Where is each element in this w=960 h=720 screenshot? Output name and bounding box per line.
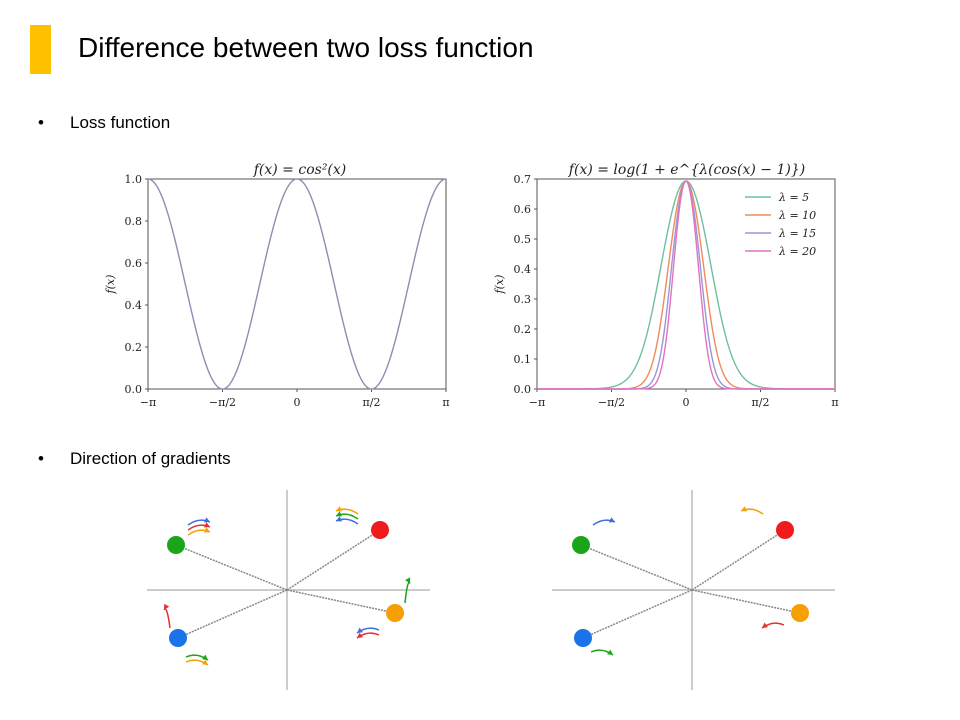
legend-entry: λ = 10 [778,209,816,222]
y-tick-label: 1.0 [125,173,143,186]
x-tick-label: 0 [683,396,690,409]
vector-line-green [175,544,288,591]
series-line-cos2 [147,178,447,390]
gradient-arrowhead [607,649,613,655]
point-blue [574,629,592,647]
gradient-arrowhead [204,522,210,528]
y-tick-label: 0.8 [125,215,143,228]
gradient-diagram-left [147,490,430,690]
series-line-lambda-20 [537,180,835,390]
x-tick-label: 0 [294,396,301,409]
bullet-direction-of-gradients: • Direction of gradients [38,449,231,469]
y-axis-label: f(x) [493,275,506,295]
gradient-arrowhead [204,517,210,523]
title-accent-bar [30,25,51,74]
vector-line-orange [691,589,801,614]
y-axis-label: f(x) [104,275,117,295]
y-tick-label: 0.3 [514,293,532,306]
x-tick-label: −π/2 [209,396,236,409]
y-tick-label: 0.4 [125,299,143,312]
y-tick-label: 0.4 [514,263,532,276]
point-red [776,521,794,539]
y-tick-label: 0.6 [514,203,532,216]
chart-title: f(x) = cos²(x) [253,162,347,178]
vector-line-orange [286,589,396,614]
gradient-arrow [404,581,411,604]
bullet-label: Loss function [70,113,171,132]
gradient-arrowhead [762,622,768,628]
gradient-arrowhead [336,511,342,517]
x-tick-label: π [831,396,838,409]
x-tick-label: π/2 [363,396,381,409]
y-tick-label: 0.0 [514,383,532,396]
y-tick-label: 0.7 [514,173,532,186]
y-tick-label: 0.6 [125,257,143,270]
y-tick-label: 0.0 [125,383,143,396]
gradient-arrowhead [202,659,208,665]
gradient-arrowhead [405,577,411,584]
y-tick-label: 0.2 [125,341,143,354]
x-tick-label: π [442,396,449,409]
gradient-arrowhead [741,506,747,512]
y-tick-label: 0.2 [514,323,532,336]
vector-line-red [691,529,786,591]
x-tick-label: −π/2 [598,396,625,409]
gradient-arrowhead [609,517,615,523]
plot-frame [536,178,836,390]
y-tick-label: 0.5 [514,233,532,246]
point-blue [169,629,187,647]
bullet-dot: • [38,113,44,132]
gradient-arrowhead [336,506,342,512]
cos-squared-chart: f(x) = cos²(x) f(x) 0.0 0.2 0.4 0.6 0.8 1.0 −π −π… [104,162,450,409]
gradient-diagram-right [552,490,835,690]
slide-title: Difference between two loss function [78,32,534,63]
legend-entry: λ = 5 [778,191,809,204]
y-tick-label: 0.1 [514,353,532,366]
bullet-loss-function: • Loss function [38,113,170,133]
gradient-arrowhead [336,516,342,522]
vector-line-green [580,544,693,591]
point-green [167,536,185,554]
bullet-dot: • [38,449,44,468]
vector-line-blue [582,589,693,639]
plot-frame [147,178,447,390]
point-orange [791,604,809,622]
x-tick-label: −π [529,396,545,409]
gradient-arrowhead [357,632,363,638]
x-tick-label: π/2 [752,396,770,409]
point-orange [386,604,404,622]
point-red [371,521,389,539]
chart-title: f(x) = log(1 + e^{λ(cos(x) − 1)}) [568,162,805,178]
gradient-arrow [163,608,171,629]
gradient-arrowhead [202,654,208,660]
vector-line-red [286,529,381,591]
log-exp-loss-chart: f(x) = log(1 + e^{λ(cos(x) − 1)}) f(x) 0.0… [493,162,839,409]
vector-line-blue [177,589,288,639]
legend-entry: λ = 15 [778,227,816,240]
bullet-label: Direction of gradients [70,449,231,468]
point-green [572,536,590,554]
legend-entry: λ = 20 [778,245,816,258]
gradient-arrowhead [164,603,170,610]
x-tick-label: −π [140,396,156,409]
gradient-arrowhead [204,527,210,533]
gradient-arrowhead [357,627,363,633]
